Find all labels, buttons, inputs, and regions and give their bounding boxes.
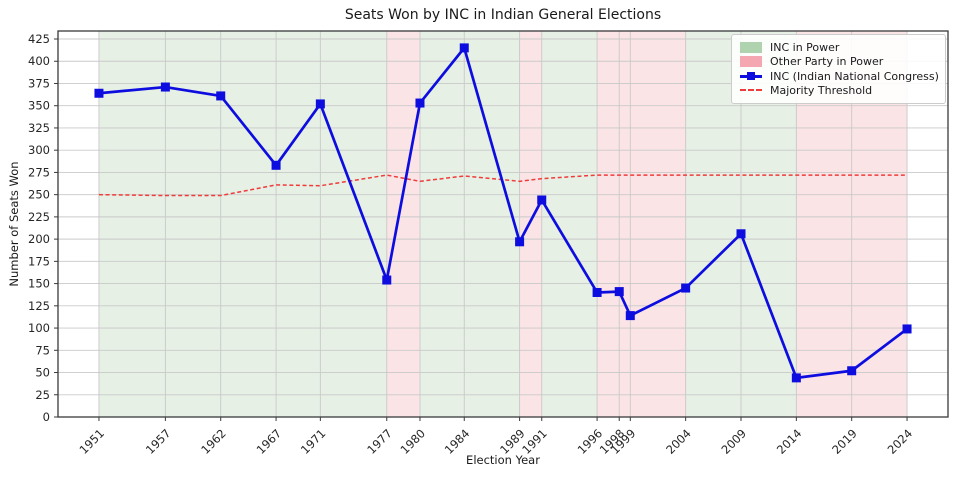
inc-seats-line — [98, 46, 908, 380]
legend-label-majority-threshold: Majority Threshold — [770, 83, 873, 97]
y-tick-label: 100 — [28, 321, 50, 335]
legend: INC in Power Other Party in Power INC (I… — [731, 34, 946, 104]
inc-data-point-marker — [537, 195, 547, 205]
legend-label-inc-in-power: INC in Power — [770, 41, 840, 54]
other-power-span — [386, 31, 420, 417]
legend-label-inc-series: INC (Indian National Congress) — [770, 69, 939, 83]
legend-item-inc-in-power: INC in Power — [740, 41, 937, 54]
y-tick-label: 400 — [28, 54, 50, 68]
y-tick-label: 425 — [28, 32, 50, 46]
inc-data-point-marker — [94, 88, 104, 98]
legend-swatch-other-power — [740, 56, 762, 68]
other-power-span — [597, 31, 686, 417]
inc-data-point-marker — [736, 229, 746, 239]
legend-square-marker-icon — [747, 72, 755, 81]
inc-data-point-marker — [791, 373, 801, 383]
inc-data-point-marker — [515, 237, 525, 247]
y-tick-label: 250 — [28, 188, 50, 202]
other-power-span — [519, 31, 542, 417]
y-tick-label: 375 — [28, 76, 50, 90]
y-tick-label: 50 — [35, 366, 50, 380]
legend-label-other-party: Other Party in Power — [770, 55, 884, 69]
y-tick-label: 25 — [35, 388, 50, 402]
inc-data-point-marker — [625, 311, 635, 321]
inc-data-point-marker — [415, 98, 425, 108]
inc-data-point-marker — [459, 43, 469, 53]
inc-data-point-marker — [382, 275, 392, 285]
inc-data-point-marker — [160, 82, 170, 92]
y-tick-label: 175 — [28, 254, 50, 268]
y-tick-label: 325 — [28, 121, 50, 135]
legend-dashed-line-icon — [740, 89, 762, 92]
inc-data-point-marker — [271, 160, 281, 170]
chart-title: Seats Won by INC in Indian General Elect… — [344, 7, 662, 23]
axes-frame — [57, 30, 949, 418]
inc-power-span — [419, 31, 520, 417]
inc-data-point-marker — [847, 366, 857, 376]
y-tick-label: 275 — [28, 165, 50, 179]
inc-data-point-marker — [681, 283, 691, 293]
x-axis-label: Election Year — [466, 453, 540, 467]
inc-data-point-marker — [592, 287, 602, 297]
inc-power-span — [541, 31, 598, 417]
y-tick-label: 75 — [35, 343, 50, 357]
inc-data-point-marker — [614, 287, 624, 297]
y-tick-label: 300 — [28, 143, 50, 157]
y-axis-label: Number of Seats Won — [7, 161, 21, 287]
inc-data-point-marker — [902, 324, 912, 334]
inc-data-point-marker — [216, 91, 226, 101]
inc-power-span — [98, 31, 387, 417]
y-tick-label: 150 — [28, 277, 50, 291]
y-tick-label: 0 — [43, 410, 50, 424]
legend-item-majority-threshold: Majority Threshold — [740, 84, 937, 97]
legend-swatch-inc-power — [740, 42, 762, 53]
majority-threshold-line — [98, 174, 908, 197]
y-tick-label: 225 — [28, 210, 50, 224]
y-tick-label: 200 — [28, 232, 50, 246]
y-tick-label: 350 — [28, 99, 50, 113]
legend-item-inc-series: INC (Indian National Congress) — [740, 69, 939, 83]
inc-data-point-marker — [315, 99, 325, 109]
legend-line-inc — [740, 72, 762, 81]
y-tick-label: 125 — [28, 299, 50, 313]
legend-item-other-party-in-power: Other Party in Power — [740, 55, 937, 68]
